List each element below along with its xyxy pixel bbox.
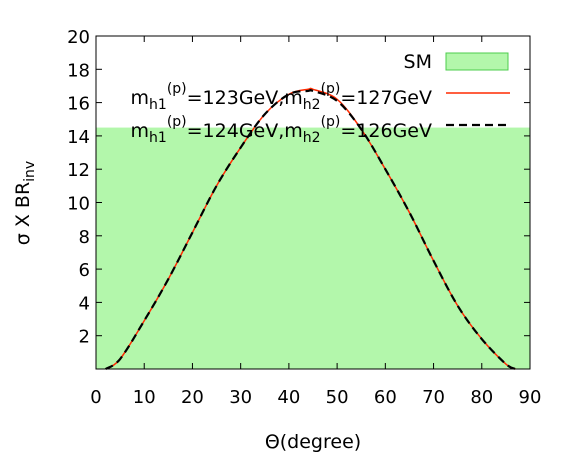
sm-band	[96, 127, 530, 369]
legend-label-series-1: mh1(p)=123GeV,mh2(p)=127GeV	[131, 81, 432, 113]
x-axis-title: Θ(degree)	[265, 431, 361, 453]
series-line-2	[105, 89, 517, 371]
legend-s1-part-6: =127GeV	[340, 87, 432, 109]
legend-swatch-sm	[445, 52, 509, 71]
legend-s1-part-1: h1	[149, 97, 167, 113]
sm-band-layer	[96, 127, 530, 369]
y-axis-title-sub: inv	[22, 161, 38, 182]
x-tick-label: 80	[470, 387, 493, 408]
y-tick-label: 6	[79, 260, 90, 281]
legend: SM mh1(p)=123GeV,mh2(p)=127GeV mh1(p)=12…	[131, 51, 510, 146]
y-tick-label: 18	[67, 60, 90, 81]
legend-s2-part-0: m	[131, 120, 150, 142]
y-tick-label: 8	[79, 227, 90, 248]
legend-s2-part-2: (p)	[167, 114, 187, 130]
legend-label-sm: SM	[404, 51, 432, 73]
tick-layer: 0 10 20 30 40 50 60 70 80 90 2 4 6 8 10 12 14 16 18 20	[67, 27, 541, 408]
legend-label-series-2: mh1(p)=124GeV,mh2(p)=126GeV	[131, 114, 432, 146]
legend-s2-part-3: =124GeV,m	[187, 120, 303, 142]
y-tick-label: 2	[79, 327, 90, 348]
x-tick-label: 50	[326, 387, 349, 408]
legend-s1-part-2: (p)	[167, 81, 187, 97]
x-tick-label: 20	[181, 387, 204, 408]
x-tick-label: 90	[519, 387, 542, 408]
legend-s2-part-1: h1	[149, 130, 167, 146]
legend-s2-part-5: (p)	[321, 114, 341, 130]
x-tick-label: 60	[374, 387, 397, 408]
x-tick-label: 30	[229, 387, 252, 408]
legend-s2-part-4: h2	[303, 130, 321, 146]
y-tick-label: 14	[67, 127, 90, 148]
legend-s1-part-0: m	[131, 87, 150, 109]
x-tick-label: 10	[133, 387, 156, 408]
y-tick-label: 12	[67, 160, 90, 181]
x-tick-label: 0	[90, 387, 101, 408]
y-tick-label: 4	[79, 293, 90, 314]
legend-s1-part-4: h2	[303, 97, 321, 113]
legend-s1-part-3: =123GeV,m	[187, 87, 303, 109]
plot-frame	[95, 35, 531, 370]
series-layer	[105, 87, 517, 371]
y-tick-label: 16	[67, 94, 90, 115]
series-line-1	[105, 87, 516, 370]
legend-s1-part-5: (p)	[321, 81, 341, 97]
y-tick-label: 10	[67, 194, 90, 215]
y-tick-label: 20	[67, 27, 90, 48]
svg-text:σ X BRinv: σ X BRinv	[12, 161, 38, 245]
y-axis-title-main: σ X BR	[12, 182, 34, 245]
legend-s2-part-6: =126GeV	[340, 120, 432, 142]
x-tick-label: 70	[422, 387, 445, 408]
x-tick-label: 40	[277, 387, 300, 408]
y-axis-title: σ X BRinv	[12, 161, 38, 245]
